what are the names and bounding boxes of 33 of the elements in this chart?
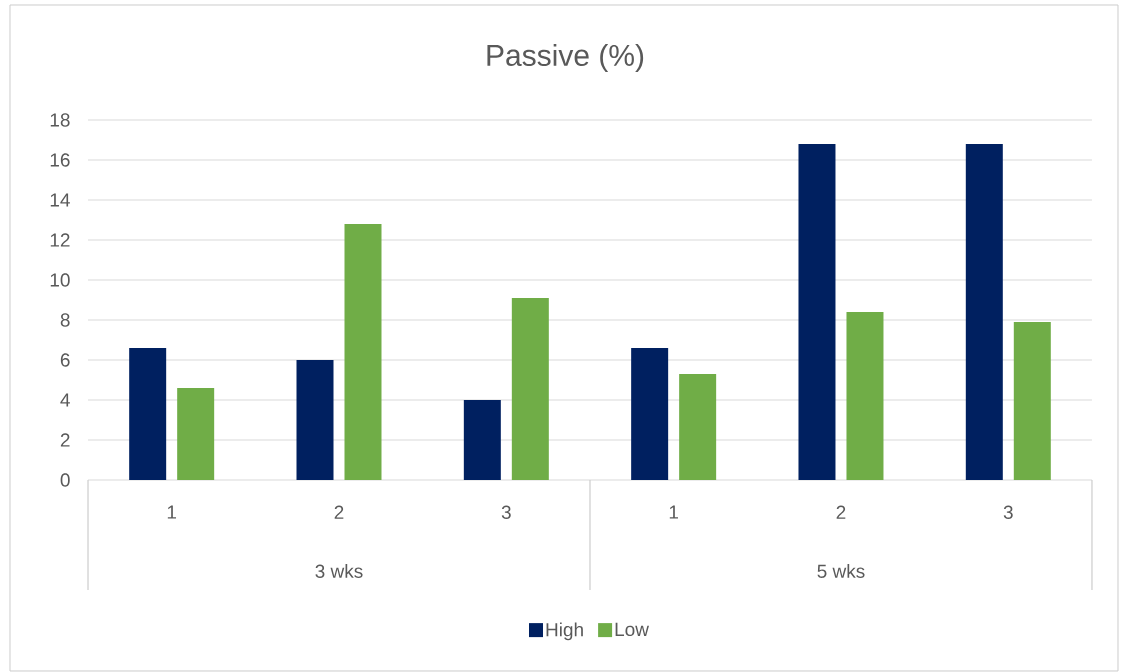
y-tick-label: 14 (50, 193, 70, 207)
legend-label: Low (615, 622, 649, 637)
legend-label: High (546, 622, 583, 641)
bar (463, 399, 501, 480)
y-tick-label: 16 (50, 153, 70, 167)
text: 5 wks (817, 564, 865, 578)
y-tick-label: 4 (60, 393, 70, 407)
x-tick-label: 1 (669, 505, 678, 519)
y-tick-label: 2 (60, 433, 70, 447)
bar (344, 223, 382, 480)
y-tick-label: 0 (60, 473, 70, 487)
x-tick-label: 3 (501, 505, 511, 519)
y-tick-label: 12 (50, 233, 70, 247)
bar (177, 387, 215, 480)
x-tick-label: 1 (167, 505, 177, 519)
y-tick-label: 10 (50, 273, 70, 287)
bar (296, 359, 334, 480)
bar (1013, 321, 1051, 480)
bar (679, 373, 717, 480)
bar (965, 143, 1003, 480)
y-tick-label: 8 (60, 313, 70, 327)
text: 3 wks (315, 564, 363, 578)
bar (846, 311, 884, 480)
bar (798, 143, 836, 480)
x-tick-label: 2 (836, 505, 846, 519)
x-tick-label: 2 (334, 505, 344, 519)
y-tick-label: 18 (50, 113, 70, 127)
bar (511, 297, 549, 480)
chart-title: Passive (%) (487, 44, 644, 72)
bar (631, 347, 669, 480)
y-tick-label: 6 (60, 353, 70, 367)
x-tick-label: 3 (1003, 505, 1013, 519)
bar (129, 347, 167, 480)
